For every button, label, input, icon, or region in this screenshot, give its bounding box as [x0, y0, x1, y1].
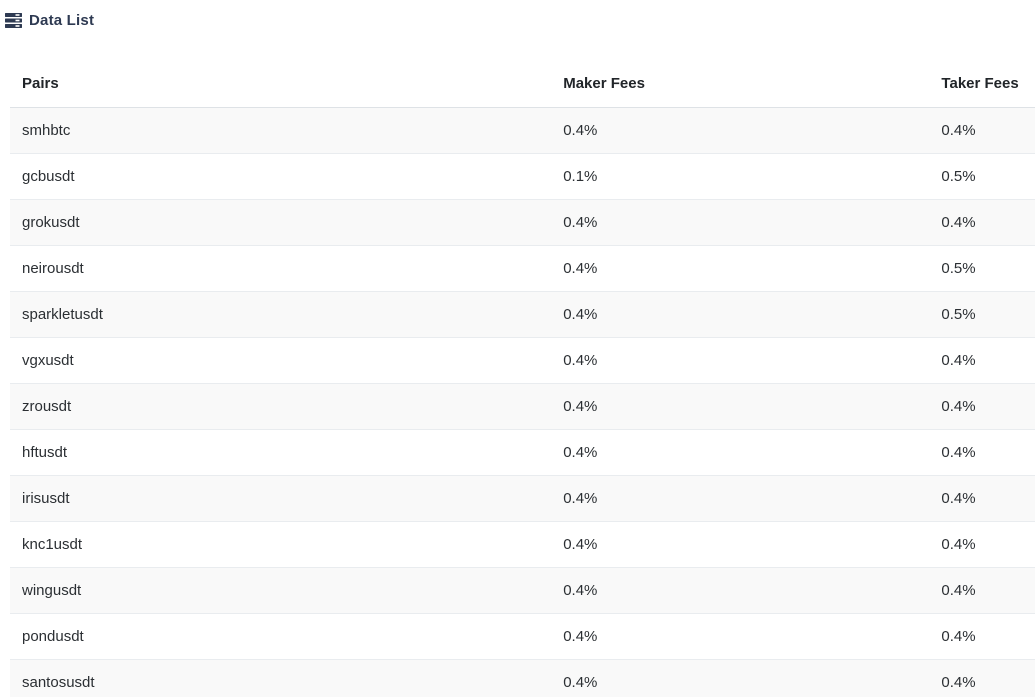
- taker-fee-cell: 0.4%: [929, 521, 1035, 568]
- table-row: hftusdt 0.4% 0.4%: [10, 429, 1035, 476]
- taker-fee-cell: 0.4%: [929, 567, 1035, 614]
- pair-cell: pondusdt: [10, 613, 552, 660]
- fees-table: Pairs Maker Fees Taker Fees smhbtc 0.4% …: [10, 61, 1035, 697]
- maker-fee-cell: 0.4%: [551, 613, 930, 660]
- maker-fee-cell: 0.4%: [551, 199, 930, 246]
- pair-cell: knc1usdt: [10, 521, 552, 568]
- table-row: santosusdt 0.4% 0.4%: [10, 659, 1035, 697]
- maker-fee-cell: 0.4%: [551, 107, 930, 154]
- column-header-pairs: Pairs: [10, 61, 552, 108]
- table-row: wingusdt 0.4% 0.4%: [10, 567, 1035, 614]
- pair-cell: grokusdt: [10, 199, 552, 246]
- maker-fee-cell: 0.4%: [551, 521, 930, 568]
- pair-cell: neirousdt: [10, 245, 552, 292]
- maker-fee-cell: 0.4%: [551, 245, 930, 292]
- pair-cell: irisusdt: [10, 475, 552, 522]
- maker-fee-cell: 0.4%: [551, 383, 930, 430]
- table-head: Pairs Maker Fees Taker Fees: [10, 61, 1035, 108]
- table-row: vgxusdt 0.4% 0.4%: [10, 337, 1035, 384]
- list-icon: [5, 13, 22, 28]
- taker-fee-cell: 0.4%: [929, 199, 1035, 246]
- pair-cell: hftusdt: [10, 429, 552, 476]
- pair-cell: santosusdt: [10, 659, 552, 697]
- maker-fee-cell: 0.4%: [551, 291, 930, 338]
- table-row: knc1usdt 0.4% 0.4%: [10, 521, 1035, 568]
- taker-fee-cell: 0.4%: [929, 613, 1035, 660]
- pair-cell: smhbtc: [10, 107, 552, 154]
- maker-fee-cell: 0.4%: [551, 429, 930, 476]
- pair-cell: wingusdt: [10, 567, 552, 614]
- pair-cell: gcbusdt: [10, 153, 552, 200]
- table-row: smhbtc 0.4% 0.4%: [10, 107, 1035, 154]
- table-row: zrousdt 0.4% 0.4%: [10, 383, 1035, 430]
- column-header-taker-fees: Taker Fees: [929, 61, 1035, 108]
- column-header-maker-fees: Maker Fees: [551, 61, 930, 108]
- taker-fee-cell: 0.4%: [929, 429, 1035, 476]
- maker-fee-cell: 0.4%: [551, 475, 930, 522]
- taker-fee-cell: 0.4%: [929, 337, 1035, 384]
- table-row: neirousdt 0.4% 0.5%: [10, 245, 1035, 292]
- table-row: irisusdt 0.4% 0.4%: [10, 475, 1035, 522]
- page-header: Data List: [0, 0, 1035, 30]
- taker-fee-cell: 0.4%: [929, 383, 1035, 430]
- maker-fee-cell: 0.4%: [551, 567, 930, 614]
- pair-cell: zrousdt: [10, 383, 552, 430]
- pair-cell: sparkletusdt: [10, 291, 552, 338]
- table-row: sparkletusdt 0.4% 0.5%: [10, 291, 1035, 338]
- table-row: grokusdt 0.4% 0.4%: [10, 199, 1035, 246]
- pair-cell: vgxusdt: [10, 337, 552, 384]
- table-body: smhbtc 0.4% 0.4% gcbusdt 0.1% 0.5% groku…: [10, 107, 1035, 697]
- taker-fee-cell: 0.5%: [929, 291, 1035, 338]
- maker-fee-cell: 0.4%: [551, 659, 930, 697]
- taker-fee-cell: 0.5%: [929, 245, 1035, 292]
- taker-fee-cell: 0.5%: [929, 153, 1035, 200]
- table-header-row: Pairs Maker Fees Taker Fees: [10, 61, 1035, 108]
- taker-fee-cell: 0.4%: [929, 475, 1035, 522]
- maker-fee-cell: 0.4%: [551, 337, 930, 384]
- page-title: Data List: [29, 12, 95, 29]
- maker-fee-cell: 0.1%: [551, 153, 930, 200]
- table-row: gcbusdt 0.1% 0.5%: [10, 153, 1035, 200]
- taker-fee-cell: 0.4%: [929, 659, 1035, 697]
- taker-fee-cell: 0.4%: [929, 107, 1035, 154]
- table-row: pondusdt 0.4% 0.4%: [10, 613, 1035, 660]
